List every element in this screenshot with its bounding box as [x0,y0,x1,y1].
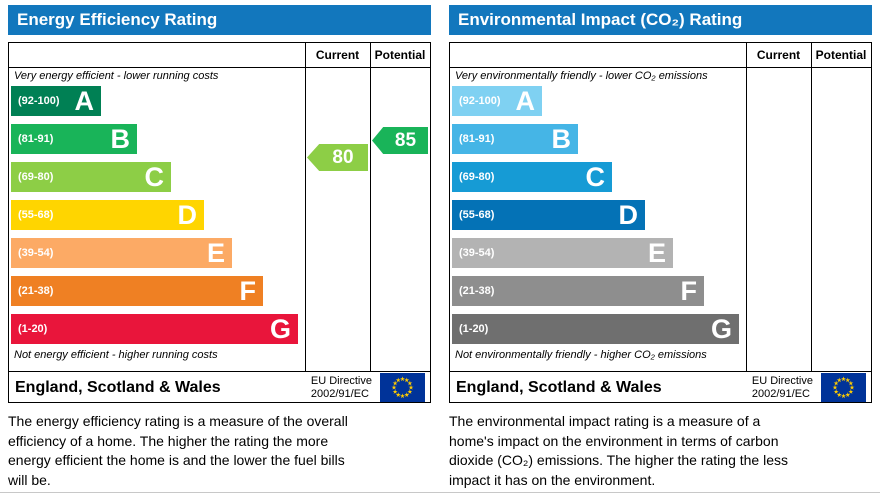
band-g: (1-20) G [452,314,739,344]
band-letter: C [585,162,606,192]
band-letter: B [551,124,572,154]
eu-directive-label: EU Directive 2002/91/EC [752,375,813,401]
current-column-header: Current [315,48,360,62]
band-c: (69-80) C [11,162,171,192]
header-divider [450,67,871,68]
band-e: (39-54) E [11,238,232,268]
column-divider [746,43,747,372]
band-range-label: (81-91) [18,133,54,145]
co2-panel-title: Environmental Impact (CO₂) Rating [449,5,872,35]
co2-rating-description: The environmental impact rating is a mea… [449,413,789,488]
band-f: (21-38) F [11,276,263,306]
band-letter: A [515,86,536,116]
band-range-label: (39-54) [18,247,54,259]
band-range-label: (92-100) [18,95,60,107]
band-range-label: (69-80) [459,171,495,183]
top-note: Very environmentally friendly - lower CO… [455,70,708,82]
energy-efficiency-panel: Energy Efficiency Rating Current Potenti… [8,5,431,492]
potential-rating-arrow: 85 [372,127,428,154]
footer-divider [9,371,430,372]
band-letter: B [110,124,131,154]
band-letter: D [177,200,198,230]
band-f: (21-38) F [452,276,704,306]
band-b: (81-91) B [11,124,137,154]
band-d: (55-68) D [11,200,204,230]
eu-directive-line2: 2002/91/EC [310,387,369,400]
band-a: (92-100) A [452,86,542,116]
column-divider [370,43,371,372]
band-letter: E [647,238,666,268]
footer-divider [450,371,871,372]
column-divider [305,43,306,372]
band-d: (55-68) D [452,200,645,230]
band-e: (39-54) E [452,238,673,268]
band-range-label: (21-38) [459,285,495,297]
eu-directive-line2: 2002/91/EC [751,387,810,400]
co2-rating-chart: Current Potential Very environmentally f… [449,42,872,403]
co2-impact-panel: Environmental Impact (CO₂) Rating Curren… [449,5,872,492]
energy-rating-chart: Current Potential Very energy efficient … [8,42,431,403]
eu-directive-label: EU Directive 2002/91/EC [311,375,372,401]
band-c: (69-80) C [452,162,612,192]
eu-flag-icon [821,373,866,402]
band-letter: F [680,276,698,306]
band-letter: D [618,200,639,230]
eu-directive-line1: EU Directive [310,374,372,387]
band-range-label: (92-100) [459,95,501,107]
band-g: (1-20) G [11,314,298,344]
band-range-label: (69-80) [18,171,54,183]
bottom-note: Not environmentally friendly - higher CO… [455,349,707,361]
top-note: Very energy efficient - lower running co… [14,70,219,82]
band-letter: C [144,162,165,192]
current-rating-arrow: 80 [307,144,368,171]
chart-footer: England, Scotland & Wales EU Directive 2… [450,372,871,403]
band-range-label: (55-68) [18,209,54,221]
band-range-label: (21-38) [18,285,54,297]
band-letter: F [239,276,257,306]
header-divider [9,67,430,68]
band-letter: A [74,86,95,116]
band-range-label: (55-68) [459,209,495,221]
band-range-label: (1-20) [459,323,489,335]
chart-footer: England, Scotland & Wales EU Directive 2… [9,372,430,403]
band-a: (92-100) A [11,86,101,116]
region-label: England, Scotland & Wales [456,378,662,396]
region-label: England, Scotland & Wales [15,378,221,396]
eu-flag-icon [380,373,425,402]
energy-panel-title: Energy Efficiency Rating [8,5,431,35]
band-letter: E [206,238,225,268]
current-column-header: Current [756,48,801,62]
band-range-label: (81-91) [459,133,495,145]
potential-column-header: Potential [374,48,426,62]
band-range-label: (1-20) [18,323,48,335]
band-range-label: (39-54) [459,247,495,259]
column-divider [811,43,812,372]
energy-rating-description: The energy efficiency rating is a measur… [8,413,348,488]
potential-column-header: Potential [815,48,867,62]
band-letter: G [710,314,732,344]
band-letter: G [269,314,291,344]
band-b: (81-91) B [452,124,578,154]
bottom-note: Not energy efficient - higher running co… [14,349,218,361]
eu-directive-line1: EU Directive [751,374,813,387]
